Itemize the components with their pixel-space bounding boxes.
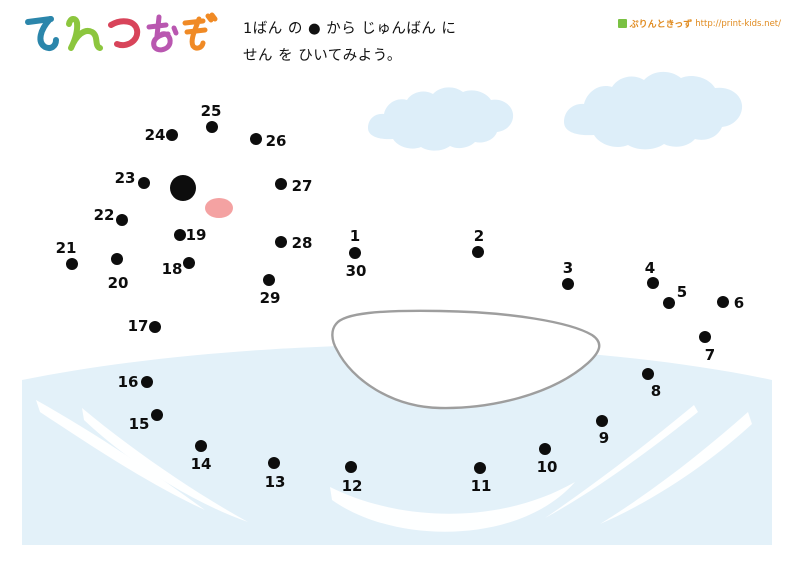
dot-marker[interactable] (263, 274, 275, 286)
dot-number-label: 29 (259, 289, 281, 307)
dot-number-label: 11 (470, 477, 492, 495)
dot-number-label: 4 (644, 259, 656, 277)
logo-letter-tsu (108, 18, 141, 49)
cheek-oval (205, 198, 233, 218)
dot-number-label: 17 (127, 317, 149, 335)
dot-number-label: 13 (264, 473, 286, 491)
dot-marker[interactable] (195, 440, 207, 452)
dot-number-label: 7 (704, 346, 716, 364)
dot-number-label: 19 (185, 226, 207, 244)
dot-marker[interactable] (642, 368, 654, 380)
dot-number-label: 2 (473, 227, 485, 245)
dot-number-label: 22 (93, 206, 115, 224)
dot-marker[interactable] (151, 409, 163, 421)
dot-number-label: 21 (55, 239, 77, 257)
dot-number-label: 3 (562, 259, 574, 277)
dot-marker[interactable] (66, 258, 78, 270)
dot-marker[interactable] (275, 178, 287, 190)
logo-letter-gi (182, 12, 218, 51)
dot-marker[interactable] (474, 462, 486, 474)
dot-number-label: 10 (536, 458, 558, 476)
dot-marker[interactable] (345, 461, 357, 473)
page-logo (18, 6, 218, 58)
dot-number-label: 1 (349, 227, 361, 245)
dot-number-label: 9 (598, 429, 610, 447)
dot-number-label: 24 (144, 126, 166, 144)
dot-marker[interactable] (562, 278, 574, 290)
dot-marker[interactable] (275, 236, 287, 248)
dot-number-label: 5 (676, 283, 688, 301)
dot-number-label: 28 (291, 234, 313, 252)
instruction-text: 1ばん の ● から じゅんばん に せん を ひいてみよう。 (243, 21, 457, 64)
dot-number-label: 12 (341, 477, 363, 495)
dot-marker[interactable] (250, 133, 262, 145)
dot-number-label: 23 (114, 169, 136, 187)
dot-number-label: 14 (190, 455, 212, 473)
dot-number-label: 16 (117, 373, 139, 391)
logo-letter-n (66, 16, 103, 51)
dot-number-label: 8 (650, 382, 662, 400)
dot-marker[interactable] (206, 121, 218, 133)
dot-number-label: 27 (291, 177, 313, 195)
site-url[interactable]: http://print-kids.net/ (695, 18, 781, 29)
dot-number-label: 26 (265, 132, 287, 150)
dot-number-label: 30 (345, 262, 367, 280)
dot-marker[interactable] (166, 129, 178, 141)
dot-number-label: 18 (161, 260, 183, 278)
logo-tentsunagi (25, 12, 218, 53)
dot-marker[interactable] (141, 376, 153, 388)
cloud-left (368, 87, 514, 151)
dot-marker[interactable] (268, 457, 280, 469)
logo-letter-te (25, 16, 59, 52)
cloud-right (564, 71, 743, 150)
dot-marker[interactable] (111, 253, 123, 265)
dot-marker[interactable] (596, 415, 608, 427)
boat-outline (331, 309, 601, 410)
dot-marker[interactable] (539, 443, 551, 455)
dot-marker[interactable] (699, 331, 711, 343)
dot-number-label: 20 (107, 274, 129, 292)
dot-marker[interactable] (647, 277, 659, 289)
dot-number-label: 25 (200, 102, 222, 120)
dot-marker[interactable] (138, 177, 150, 189)
logo-letter-na (146, 14, 179, 53)
dot-marker[interactable] (663, 297, 675, 309)
dot-marker[interactable] (717, 296, 729, 308)
dot-number-label: 6 (733, 294, 745, 312)
leaf-icon (617, 19, 627, 28)
site-credit: ぷりんときっず http://print-kids.net/ (617, 17, 781, 30)
brand-name: ぷりんときっず (629, 20, 693, 30)
dot-marker[interactable] (149, 321, 161, 333)
water-region (22, 345, 772, 545)
eye-dot (170, 175, 196, 201)
dot-marker[interactable] (349, 247, 361, 259)
dot-marker[interactable] (116, 214, 128, 226)
dot-number-label: 15 (128, 415, 150, 433)
dot-marker[interactable] (183, 257, 195, 269)
dot-marker[interactable] (472, 246, 484, 258)
dot-marker[interactable] (174, 229, 186, 241)
